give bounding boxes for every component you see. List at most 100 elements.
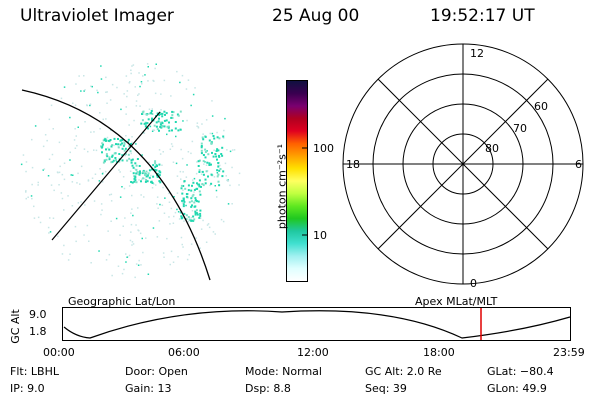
aurora-speck — [121, 272, 124, 275]
aurora-speck — [118, 169, 120, 171]
aurora-speck — [231, 203, 233, 205]
aurora-speck — [124, 154, 127, 157]
aurora-speck — [141, 113, 143, 115]
aurora-speck — [78, 75, 80, 77]
aurora-speck — [208, 139, 211, 142]
aurora-speck — [131, 244, 133, 246]
aurora-speck — [154, 160, 157, 163]
aurora-speck — [84, 121, 86, 123]
aurora-speck — [221, 175, 224, 178]
aurora-speck — [187, 79, 190, 81]
aurora-speck — [108, 253, 111, 256]
aurora-speck — [138, 259, 140, 262]
aurora-speck — [126, 256, 128, 258]
aurora-speck — [101, 151, 103, 154]
aurora-speck — [166, 125, 169, 128]
aurora-speck — [178, 218, 181, 220]
aurora-speck — [190, 189, 193, 192]
aurora-speck — [128, 254, 131, 257]
aurora-speck — [147, 172, 150, 175]
aurora-speck — [128, 82, 131, 84]
aurora-speck — [184, 187, 187, 190]
aurora-speck — [210, 173, 213, 176]
aurora-speck — [125, 75, 128, 77]
aurora-speck — [140, 122, 143, 125]
aurora-speck — [107, 230, 109, 232]
aurora-speck — [73, 139, 76, 141]
aurora-speck — [151, 117, 153, 120]
aurora-speck — [127, 153, 130, 156]
aurora-speck — [91, 85, 93, 88]
aurora-speck — [105, 148, 107, 151]
aurora-speck — [159, 123, 162, 126]
aurora-speck — [51, 153, 54, 156]
aurora-speck — [183, 220, 185, 222]
aurora-speck — [187, 189, 190, 192]
aurora-speck — [129, 239, 132, 242]
info-door: Door: Open — [125, 365, 188, 378]
aurora-speck — [47, 226, 50, 229]
altitude-plot — [62, 307, 571, 341]
aurora-speck — [154, 162, 157, 164]
aurora-speck — [224, 162, 227, 165]
aurora-speck — [159, 125, 162, 128]
aurora-speck — [186, 258, 189, 261]
aurora-speck — [123, 268, 125, 271]
aurora-speck — [137, 207, 139, 209]
aurora-speck — [83, 148, 86, 150]
aurora-speck — [132, 166, 135, 169]
aurora-speck — [50, 104, 53, 107]
aurora-speck — [221, 154, 224, 157]
aurora-speck — [108, 194, 111, 196]
aurora-speck — [77, 172, 79, 175]
aurora-speck — [131, 241, 134, 243]
aurora-speck — [63, 209, 65, 211]
aurora-speck — [132, 64, 135, 66]
aurora-speck — [194, 213, 197, 216]
aurora-speck — [133, 177, 136, 180]
aurora-speck — [130, 181, 133, 183]
aurora-speck — [160, 126, 163, 129]
aurora-speck — [173, 196, 175, 198]
altitude-ylabel: GC Alt — [8, 309, 22, 344]
aurora-speck — [117, 146, 120, 149]
aurora-speck — [96, 89, 98, 92]
aurora-speck — [63, 178, 66, 181]
aurora-speck — [110, 220, 112, 222]
aurora-speck — [180, 236, 183, 239]
aurora-speck — [61, 253, 64, 255]
aurora-speck — [101, 173, 104, 175]
aurora-speck — [174, 127, 177, 130]
aurora-speck — [130, 223, 133, 226]
aurora-speck — [69, 159, 71, 161]
aurora-speck — [134, 175, 137, 178]
aurora-speck — [202, 219, 204, 222]
info-seq: Seq: 39 — [365, 382, 407, 395]
aurora-speck — [159, 181, 162, 184]
aurora-speck — [60, 192, 63, 194]
aurora-speck — [122, 176, 125, 178]
aurora-speck — [197, 165, 200, 167]
aurora-speck — [152, 79, 154, 82]
info-gc-alt: GC Alt: 2.0 Re — [365, 365, 442, 378]
aurora-speck — [183, 200, 186, 203]
aurora-speck — [210, 163, 212, 166]
aurora-speck — [170, 207, 173, 210]
aurora-speck — [181, 202, 184, 204]
aurora-speck — [180, 187, 183, 190]
aurora-speck — [200, 145, 203, 147]
x-tick-2359: 23:59 — [553, 346, 585, 359]
aurora-speck — [152, 164, 155, 167]
aurora-speck — [153, 183, 155, 185]
aurora-speck — [172, 161, 175, 163]
aurora-speck — [151, 119, 153, 121]
aurora-speck — [218, 169, 221, 172]
aurora-speck — [135, 263, 138, 265]
aurora-speck — [159, 203, 161, 206]
aurora-speck — [159, 171, 162, 174]
aurora-speck — [206, 224, 209, 226]
aurora-speck — [144, 173, 146, 176]
aurora-speck — [138, 179, 140, 181]
aurora-speck — [138, 93, 140, 95]
aurora-speck — [188, 219, 191, 222]
